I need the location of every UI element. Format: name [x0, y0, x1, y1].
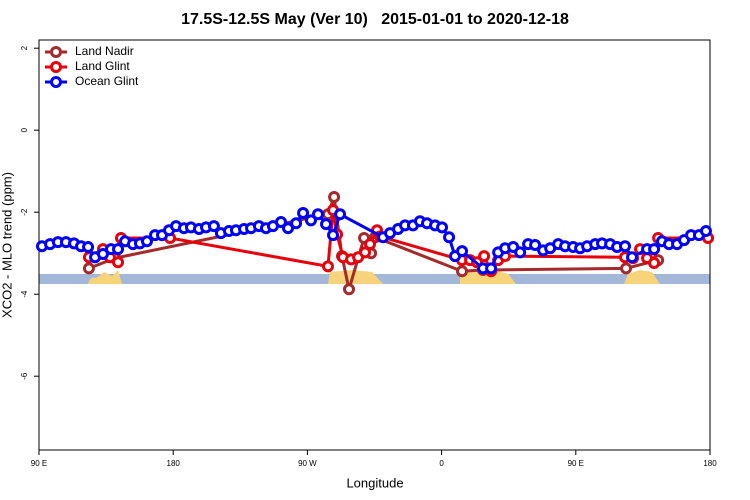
x-tick-label: 90 W [298, 459, 317, 468]
data-point [529, 239, 542, 251]
legend-label: Land Glint [75, 59, 130, 73]
land-strip [88, 270, 122, 284]
data-point [320, 218, 333, 231]
data-point [436, 221, 449, 234]
x-tick-label: 0 [439, 459, 444, 468]
legend-label: Land Nadir [75, 44, 134, 58]
y-tick-label: -4 [20, 290, 29, 298]
data-point [514, 246, 527, 259]
x-axis-label: Longitude [346, 475, 403, 490]
x-tick-label: 180 [167, 459, 181, 468]
y-tick-label: -6 [20, 372, 29, 380]
y-tick-label: -2 [20, 208, 29, 216]
data-point [282, 222, 295, 235]
data-point [443, 231, 456, 244]
data-point [112, 256, 125, 269]
data-point [82, 241, 95, 254]
data-point [364, 238, 377, 251]
legend-swatch-point [50, 76, 62, 88]
x-tick-label: 90 E [31, 459, 47, 468]
data-point [478, 250, 491, 263]
land-strip [328, 270, 383, 284]
x-tick-label: 90 E [568, 459, 584, 468]
x-tick-label: 180 [703, 459, 717, 468]
data-point [328, 191, 341, 204]
data-point [648, 243, 661, 256]
data-point [311, 208, 324, 221]
legend-swatch-point [50, 46, 62, 58]
chart-title: 17.5S-12.5S May (Ver 10) 2015-01-01 to 2… [181, 11, 569, 28]
data-point [456, 245, 469, 258]
legend-swatch-point [50, 61, 62, 73]
data-point [140, 235, 153, 248]
data-point [626, 251, 639, 264]
data-point [96, 248, 109, 261]
data-point [620, 262, 633, 275]
data-point [207, 220, 220, 233]
y-axis-label: XCO2 - MLO trend (ppm) [0, 172, 14, 318]
series-line [88, 209, 709, 275]
data-point [304, 214, 317, 227]
data-point [648, 257, 661, 270]
data-point [275, 216, 288, 229]
data-point [327, 229, 340, 242]
land-sea-strip [39, 268, 710, 284]
data-point [321, 260, 334, 273]
land-strip [624, 270, 660, 284]
data-point [699, 225, 712, 238]
data-point [359, 246, 372, 259]
data-point [112, 243, 125, 256]
data-point [343, 283, 356, 296]
data-point [82, 262, 95, 275]
data-point [334, 208, 347, 221]
y-tick-label: 2 [20, 45, 29, 50]
data-point [619, 240, 632, 253]
data-point [290, 217, 303, 230]
data-point [485, 262, 498, 275]
data-point [456, 265, 469, 278]
legend-label: Ocean Glint [75, 74, 139, 88]
y-tick-label: 0 [20, 127, 29, 132]
data-point [297, 207, 310, 220]
